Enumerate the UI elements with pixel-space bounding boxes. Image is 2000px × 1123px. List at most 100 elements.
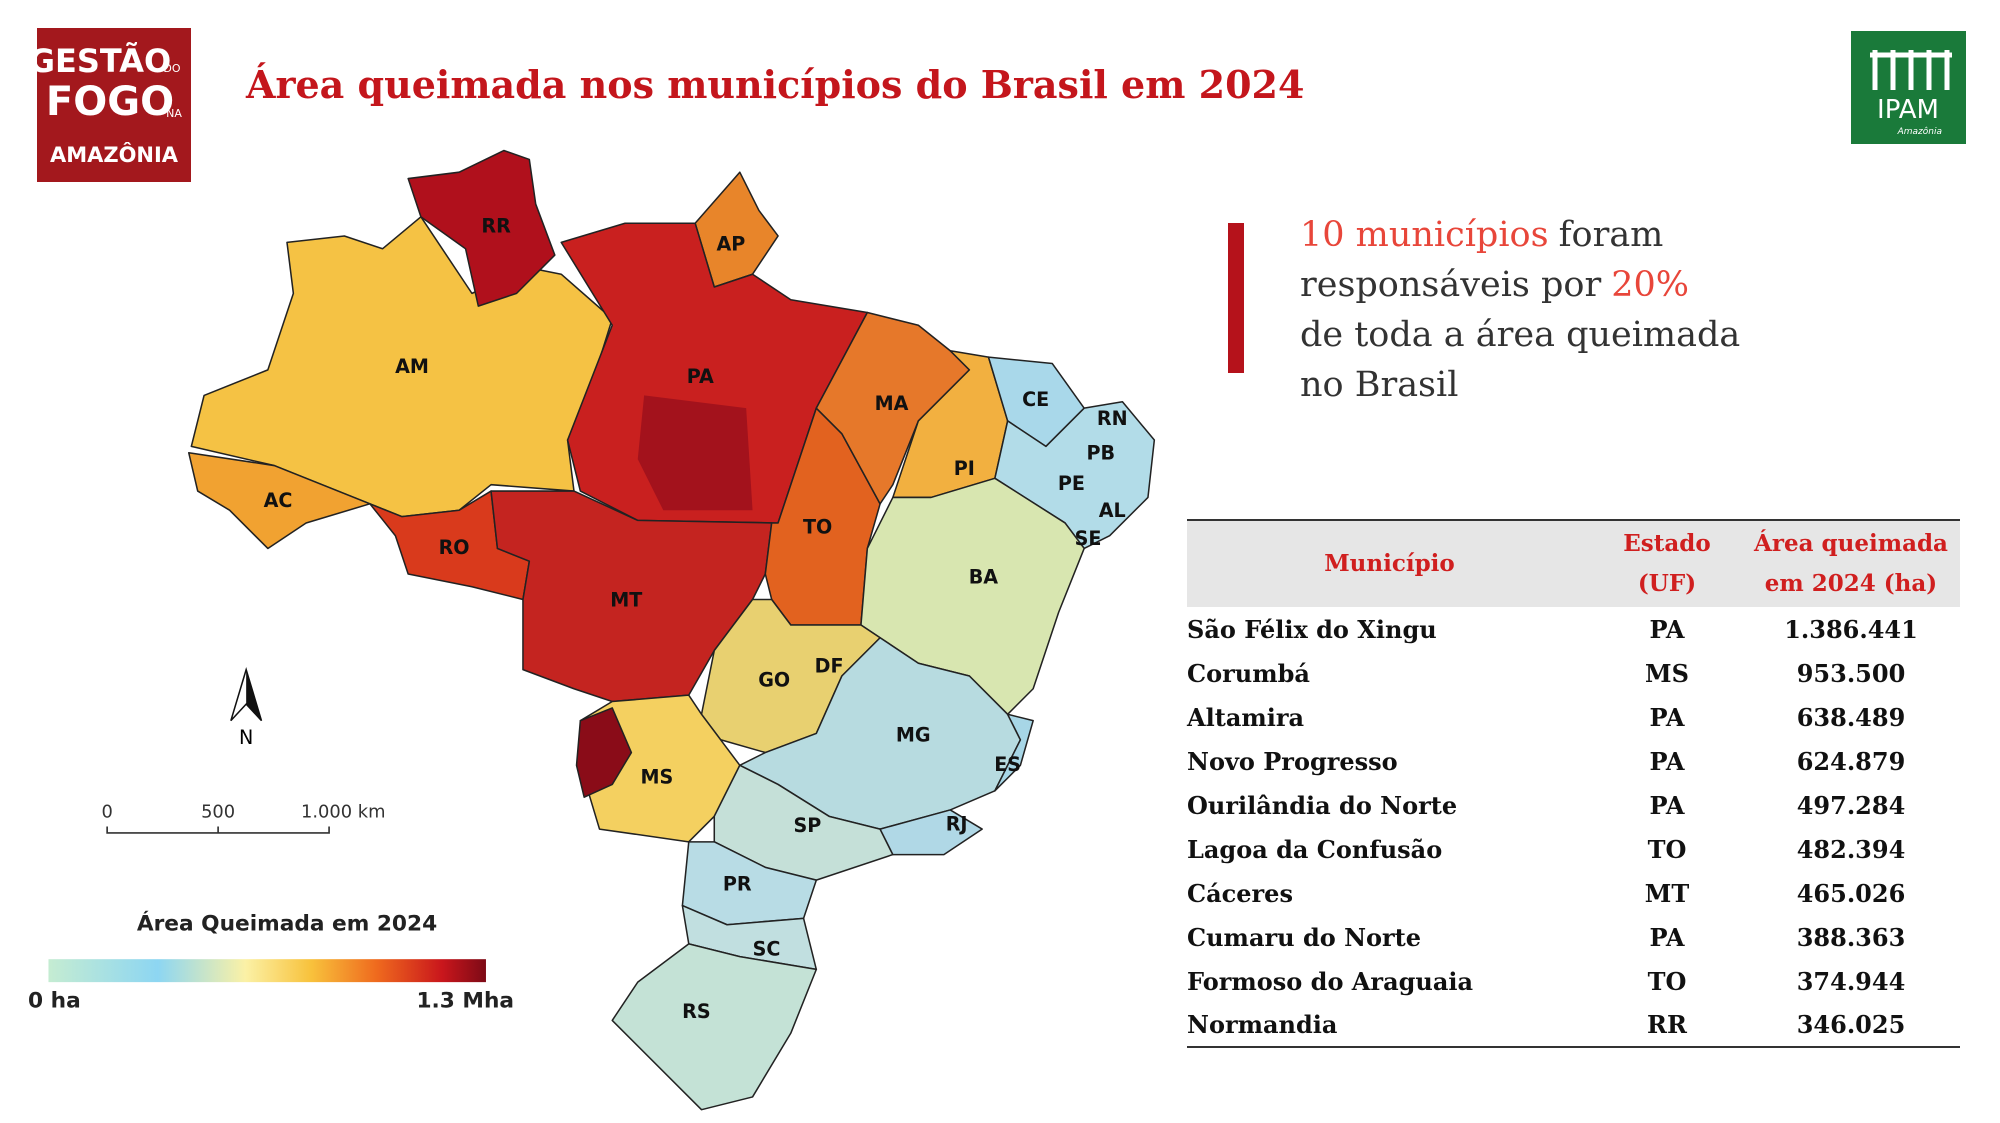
hotspot <box>637 395 753 511</box>
state-label: SE <box>1075 527 1102 550</box>
state-label: AL <box>1099 499 1126 522</box>
state <box>407 149 556 307</box>
north-label: N <box>239 726 253 749</box>
state <box>713 764 894 881</box>
table-row: Normandia RR 346.025 <box>1187 1003 1960 1047</box>
table-row: Formoso do Araguaia TO 374.944 <box>1187 959 1960 1003</box>
scale-label: 0 <box>101 801 112 822</box>
state-label: SC <box>753 938 781 961</box>
scale-label: 1.000 km <box>301 801 385 822</box>
burned-area: 346.025 <box>1796 1010 1906 1039</box>
state: TO <box>1647 966 1687 996</box>
legend-min: 0 ha <box>28 988 81 1013</box>
burned-area: 624.879 <box>1796 746 1906 776</box>
table-row: Corumbá MS 953.500 <box>1187 651 1960 695</box>
header-row: Município Estado (UF) Área queimada em 2… <box>1187 520 1960 607</box>
municipality: Formoso do Araguaia <box>1187 966 1474 996</box>
state-label: BA <box>969 565 999 588</box>
municipality: Lagoa da Confusão <box>1187 834 1443 864</box>
state-label: RS <box>682 1000 711 1023</box>
callout-bar <box>1228 223 1244 373</box>
legend-max: 1.3 Mha <box>416 988 514 1013</box>
state: PA <box>1649 922 1685 952</box>
state-label: AM <box>395 355 429 378</box>
ranking-table: Município Estado (UF) Área queimada em 2… <box>1187 519 1960 1048</box>
municipality: Novo Progresso <box>1187 746 1398 776</box>
state: PA <box>1649 702 1685 732</box>
table-row: Altamira PA 638.489 <box>1187 695 1960 739</box>
state: RR <box>1647 1010 1687 1039</box>
table-row: Lagoa da Confusão TO 482.394 <box>1187 827 1960 871</box>
state-label: DF <box>815 655 844 678</box>
legend-gradient <box>48 959 486 983</box>
callout-line: 10 municípios foram <box>1300 210 1740 260</box>
state-label: MS <box>640 766 673 789</box>
logo-text: FOGO <box>46 79 174 125</box>
municipality: Altamira <box>1187 702 1305 732</box>
logo-bg <box>37 28 191 182</box>
logo-text: GESTÃO <box>29 42 171 80</box>
state-label: AP <box>716 232 745 255</box>
state-label: CE <box>1022 388 1049 411</box>
state-label: RO <box>439 536 470 559</box>
municipality: Normandia <box>1187 1010 1338 1039</box>
state-label: RR <box>481 215 511 238</box>
column-header: Estado (UF) <box>1623 530 1711 597</box>
state: TO <box>1647 834 1687 864</box>
state-label: MT <box>610 588 642 611</box>
callout-text: de toda a área queimada <box>1300 315 1741 355</box>
table-row: Cáceres MT 465.026 <box>1187 871 1960 915</box>
state: PA <box>1649 614 1685 644</box>
state <box>611 943 818 1111</box>
state-label: PA <box>687 365 714 388</box>
state <box>879 809 983 856</box>
state <box>994 713 1034 792</box>
column-header: Área queimada em 2024 (ha) <box>1754 530 1948 597</box>
state-label: RJ <box>946 813 968 836</box>
state <box>575 707 633 798</box>
burned-area: 465.026 <box>1796 878 1906 908</box>
state: PA <box>1649 746 1685 776</box>
state-label: PE <box>1058 472 1085 495</box>
state-label: MA <box>875 392 909 415</box>
municipality: Ourilândia do Norte <box>1187 790 1458 820</box>
logo-text: Amazônia <box>1897 126 1942 137</box>
logo-text: DO <box>163 62 180 75</box>
table-row: Ourilândia do Norte PA 497.284 <box>1187 783 1960 827</box>
logo-icon <box>1870 50 1952 90</box>
table-row: Novo Progresso PA 624.879 <box>1187 739 1960 783</box>
table-body: São Félix do Xingu PA 1.386.441 Corumbá MS 95… <box>1187 607 1960 1047</box>
municipality: Corumbá <box>1187 658 1310 688</box>
column-header: Município <box>1324 550 1455 577</box>
burned-area: 388.363 <box>1796 922 1906 952</box>
burned-area: 374.944 <box>1796 966 1906 996</box>
state: MT <box>1644 878 1690 908</box>
burned-area: 1.386.441 <box>1784 614 1918 644</box>
page-title: Área queimada nos municípios do Brasil e… <box>246 62 1305 107</box>
state: PA <box>1649 790 1685 820</box>
burned-area: 482.394 <box>1796 834 1906 864</box>
logo-text: IPAM <box>1877 95 1939 125</box>
municipality: Cumaru do Norte <box>1187 922 1422 952</box>
table-row: Cumaru do Norte PA 388.363 <box>1187 915 1960 959</box>
logo-text: AMAZÔNIA <box>50 142 179 167</box>
municipality: Cáceres <box>1187 878 1293 908</box>
state: MS <box>1645 658 1689 688</box>
callout-text: responsáveis por <box>1300 265 1602 305</box>
state-label: AC <box>264 489 293 512</box>
callout-line: responsáveis por 20% <box>1300 260 1740 310</box>
callout-line: de toda a área queimada <box>1300 310 1740 360</box>
north-arrow <box>246 669 262 721</box>
logo-text: NA <box>166 107 182 120</box>
state-label: PB <box>1086 442 1115 465</box>
callout: 10 municípios foram responsáveis por 20% d… <box>1300 210 1740 410</box>
table-row: São Félix do Xingu PA 1.386.441 <box>1187 607 1960 651</box>
logo-left: GESTÃO DO FOGO NA AMAZÔNIA <box>29 28 191 182</box>
state-label: SP <box>793 814 821 837</box>
legend-title: Área Queimada em 2024 <box>137 911 437 937</box>
state-label: TO <box>803 516 832 539</box>
burned-area: 953.500 <box>1796 658 1906 688</box>
callout-line: no Brasil <box>1300 360 1740 410</box>
